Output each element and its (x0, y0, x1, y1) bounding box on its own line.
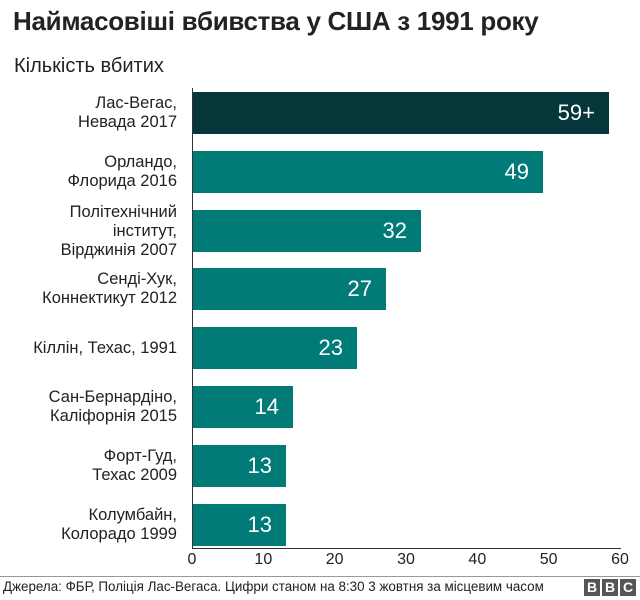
bar-row: Сан-Бернардіно, Каліфорнія 2015 14 (0, 386, 640, 428)
bar-label: Орландо, Флорида 2016 (67, 153, 177, 190)
bar-value-label: 14 (254, 394, 279, 419)
bar-row: Орландо, Флорида 2016 49 (0, 151, 640, 193)
bar: 27 (193, 268, 386, 310)
bar-label: Лас-Вегас, Невада 2017 (78, 94, 177, 131)
bar: 13 (193, 504, 286, 546)
bar-value-label: 23 (318, 335, 343, 360)
bar-value-label: 59+ (557, 100, 595, 125)
bar: 59+ (193, 92, 609, 134)
x-tick-label: 60 (611, 551, 629, 568)
chart-title: Наймасовіші вбивства у США з 1991 року (13, 6, 539, 36)
bar-label: Форт-Гуд, Техас 2009 (92, 447, 177, 484)
bar: 32 (193, 210, 421, 252)
bar-value-label: 27 (347, 276, 372, 301)
bar-value-label: 49 (504, 159, 529, 184)
source-note: Джерела: ФБР, Поліція Лас-Вегаса. Цифри … (3, 579, 544, 594)
bar-row: Форт-Гуд, Техас 2009 13 (0, 445, 640, 487)
bar-label: Політехнічний інститут, Вірджинія 2007 (60, 202, 177, 259)
x-tick-label: 0 (187, 551, 197, 568)
bar: 23 (193, 327, 357, 369)
x-tick-label: 40 (468, 551, 487, 568)
bar-row: Кіллін, Техас, 1991 23 (0, 327, 640, 369)
bar-row: Сенді-Хук, Коннектикут 2012 27 (0, 268, 640, 310)
bar: 49 (193, 151, 543, 193)
bar-row: Колумбайн, Колорадо 1999 13 (0, 504, 640, 546)
bar-label: Кіллін, Техас, 1991 (33, 338, 177, 357)
bar-label: Колумбайн, Колорадо 1999 (61, 506, 177, 543)
x-tick-label: 30 (397, 551, 415, 568)
bbc-logo-letter: C (620, 579, 636, 596)
x-axis-line (192, 548, 621, 549)
x-tick-label: 10 (254, 551, 273, 568)
chart-subtitle: Кількість вбитих (14, 55, 164, 77)
bar-value-label: 32 (382, 218, 407, 243)
bbc-logo-letter: B (602, 579, 618, 596)
y-axis-line (192, 88, 193, 549)
footer-divider (0, 576, 640, 577)
bbc-logo-letter: B (584, 579, 600, 596)
bar-row: Лас-Вегас, Невада 2017 59+ (0, 92, 640, 134)
x-tick-label: 50 (539, 551, 558, 568)
bar-value-label: 13 (247, 453, 272, 478)
bar-label: Сан-Бернардіно, Каліфорнія 2015 (48, 388, 177, 425)
bar-row: Політехнічний інститут, Вірджинія 2007 32 (0, 202, 640, 259)
bar: 14 (193, 386, 293, 428)
bar-label: Сенді-Хук, Коннектикут 2012 (42, 270, 177, 307)
bar: 13 (193, 445, 286, 487)
bbc-logo: B B C (584, 579, 636, 596)
bar-value-label: 13 (247, 512, 272, 537)
x-tick-label: 20 (325, 551, 344, 568)
